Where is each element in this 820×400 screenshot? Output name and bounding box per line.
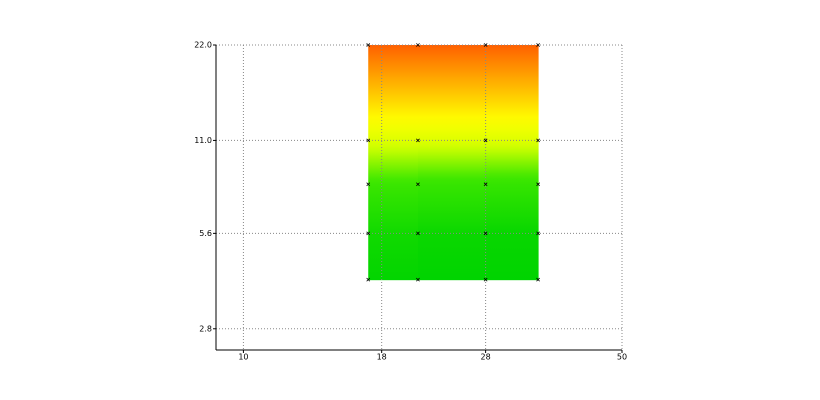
heat-cell bbox=[368, 184, 419, 234]
heat-cell bbox=[368, 233, 419, 281]
data-point bbox=[366, 138, 371, 143]
heat-cell bbox=[485, 233, 539, 281]
data-point bbox=[416, 182, 420, 187]
data-point bbox=[536, 43, 540, 47]
heat-cell bbox=[485, 184, 539, 234]
heat-cell bbox=[417, 184, 487, 234]
y-tick-label: 5.6 bbox=[199, 229, 212, 238]
heat-cell bbox=[368, 45, 419, 141]
heat-cell bbox=[417, 233, 487, 281]
x-tick-label: 50 bbox=[617, 353, 627, 362]
x-tick-label: 28 bbox=[481, 353, 491, 362]
data-point bbox=[416, 231, 420, 236]
y-tick-label: 2.8 bbox=[199, 324, 212, 333]
heat-cell bbox=[485, 140, 539, 185]
x-tick-label: 10 bbox=[238, 353, 248, 362]
data-point bbox=[366, 182, 371, 187]
data-point bbox=[366, 231, 371, 236]
x-tick-label: 18 bbox=[377, 353, 387, 362]
data-point bbox=[366, 43, 371, 47]
data-point bbox=[536, 231, 540, 236]
data-point bbox=[366, 277, 371, 282]
data-point bbox=[483, 43, 488, 47]
y-tick-label: 11.0 bbox=[194, 136, 212, 145]
data-point bbox=[483, 277, 488, 282]
data-point bbox=[416, 277, 420, 282]
data-point bbox=[536, 182, 540, 187]
data-point bbox=[483, 231, 488, 236]
y-tick-label: 22.0 bbox=[194, 41, 212, 50]
data-point bbox=[483, 182, 488, 187]
data-point bbox=[536, 138, 540, 143]
data-point bbox=[483, 138, 488, 143]
data-point bbox=[416, 138, 420, 143]
data-point bbox=[536, 277, 540, 282]
heat-cell bbox=[417, 45, 487, 141]
heat-cell bbox=[417, 140, 487, 185]
data-point bbox=[416, 43, 420, 47]
heat-cell bbox=[368, 140, 419, 185]
heat-cell bbox=[485, 45, 539, 141]
